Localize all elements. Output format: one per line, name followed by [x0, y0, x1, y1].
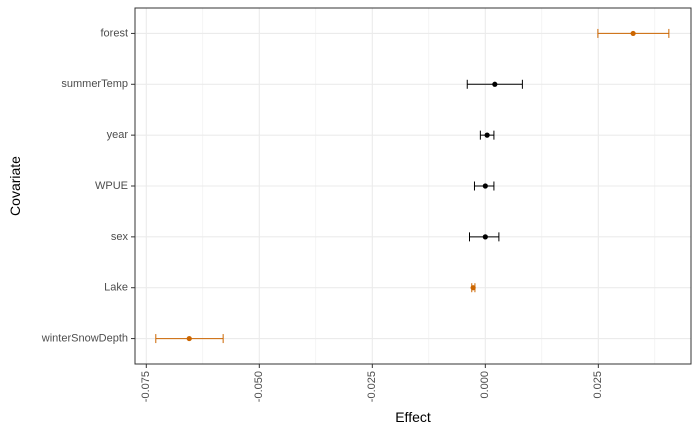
- errorbar-Lake: [470, 283, 476, 293]
- point-range-marks: [155, 28, 670, 344]
- point-summerTemp: [492, 81, 498, 87]
- errorbar-year: [479, 130, 495, 140]
- y-tick-label: year: [107, 129, 129, 141]
- errorbar-summerTemp: [466, 79, 523, 89]
- point-Lake: [470, 285, 476, 291]
- y-tick-label: Lake: [104, 282, 128, 294]
- x-axis-title: Effect: [395, 409, 431, 425]
- x-axis: -0.075 -0.050 -0.025 0.000 0.025: [140, 364, 604, 402]
- y-tick-label: forest: [100, 27, 128, 39]
- point-winterSnowDepth: [186, 335, 192, 342]
- y-tick-label: sex: [111, 231, 129, 243]
- y-axis-title: Covariate: [7, 156, 23, 216]
- x-tick-label: -0.075: [140, 371, 152, 402]
- errorbar-winterSnowDepth: [155, 334, 224, 344]
- y-tick-label: WPUE: [95, 180, 128, 192]
- point-WPUE: [482, 183, 488, 189]
- y-tick-label: winterSnowDepth: [41, 332, 128, 344]
- errorbar-forest: [597, 28, 670, 38]
- point-forest: [630, 30, 636, 37]
- errorbar-WPUE: [473, 181, 495, 191]
- x-tick-label: -0.050: [253, 371, 265, 402]
- point-sex: [482, 234, 488, 240]
- x-tick-label: 0.025: [592, 371, 604, 399]
- x-tick-label: 0.000: [479, 371, 491, 399]
- y-tick-label: summerTemp: [61, 78, 128, 90]
- x-tick-label: -0.025: [366, 371, 378, 402]
- errorbar-sex: [469, 232, 500, 242]
- point-year: [484, 132, 490, 138]
- y-axis: forest summerTemp year WPUE sex Lake winterSno…: [41, 27, 135, 344]
